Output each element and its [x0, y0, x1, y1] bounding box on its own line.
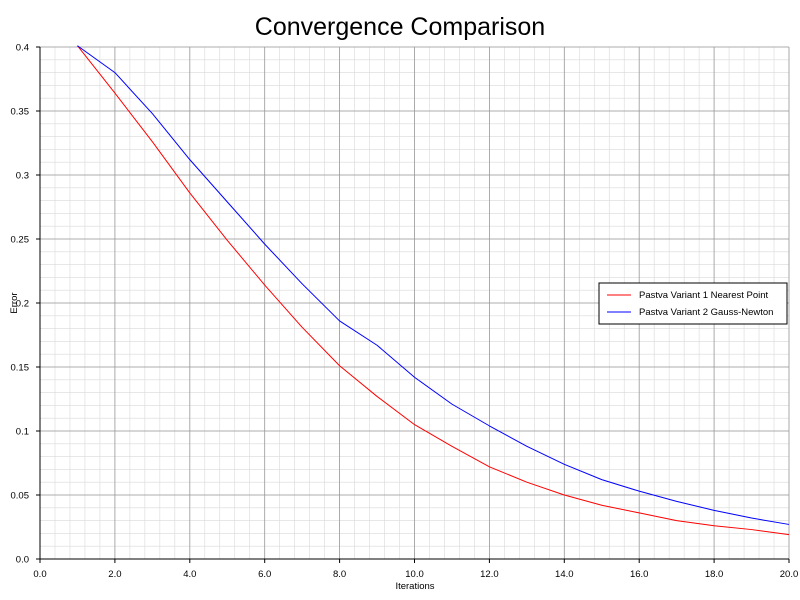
axes — [36, 46, 790, 563]
x-tick-labels: 0.0 2.0 4.0 6.0 8.0 10.0 12.0 14.0 16.0 18.0 20.0 — [33, 569, 798, 580]
chart-title: Convergence Comparison — [255, 13, 545, 41]
legend-label-series-2: Pastva Variant 2 Gauss-Newton — [639, 307, 773, 318]
series-line-1 — [77, 45, 790, 536]
x-tick-label: 8.0 — [333, 569, 346, 580]
x-tick-label: 20.0 — [780, 569, 799, 580]
x-tick-label: 12.0 — [480, 569, 499, 580]
y-tick-label: 0.25 — [11, 235, 30, 246]
y-tick-labels: 0.0 0.05 0.1 0.15 0.2 0.25 0.3 0.35 0.4 — [11, 43, 30, 566]
y-tick-label: 0.3 — [16, 171, 29, 182]
y-tick-label: 0.05 — [11, 491, 30, 502]
x-tick-label: 16.0 — [630, 569, 649, 580]
y-tick-label: 0.1 — [16, 427, 29, 438]
y-tick-label: 0.2 — [16, 299, 29, 310]
x-tick-label: 0.0 — [33, 569, 46, 580]
y-tick-label: 0.0 — [16, 555, 29, 566]
x-tick-label: 14.0 — [555, 569, 574, 580]
legend: Pastva Variant 1 Nearest Point Pastva Va… — [598, 282, 788, 325]
x-tick-label: 18.0 — [705, 569, 724, 580]
x-tick-label: 4.0 — [183, 569, 196, 580]
series-lines — [77, 45, 790, 536]
y-tick-label: 0.4 — [16, 43, 29, 54]
x-tick-label: 10.0 — [405, 569, 424, 580]
y-tick-label: 0.15 — [11, 363, 30, 374]
y-tick-label: 0.35 — [11, 107, 30, 118]
x-tick-label: 2.0 — [108, 569, 121, 580]
series-line-2 — [77, 45, 790, 525]
y-axis-title: Error — [9, 292, 20, 313]
x-tick-label: 6.0 — [258, 569, 271, 580]
x-axis-title: Iterations — [395, 581, 434, 592]
legend-label-series-1: Pastva Variant 1 Nearest Point — [639, 290, 769, 301]
legend-box — [598, 282, 788, 325]
